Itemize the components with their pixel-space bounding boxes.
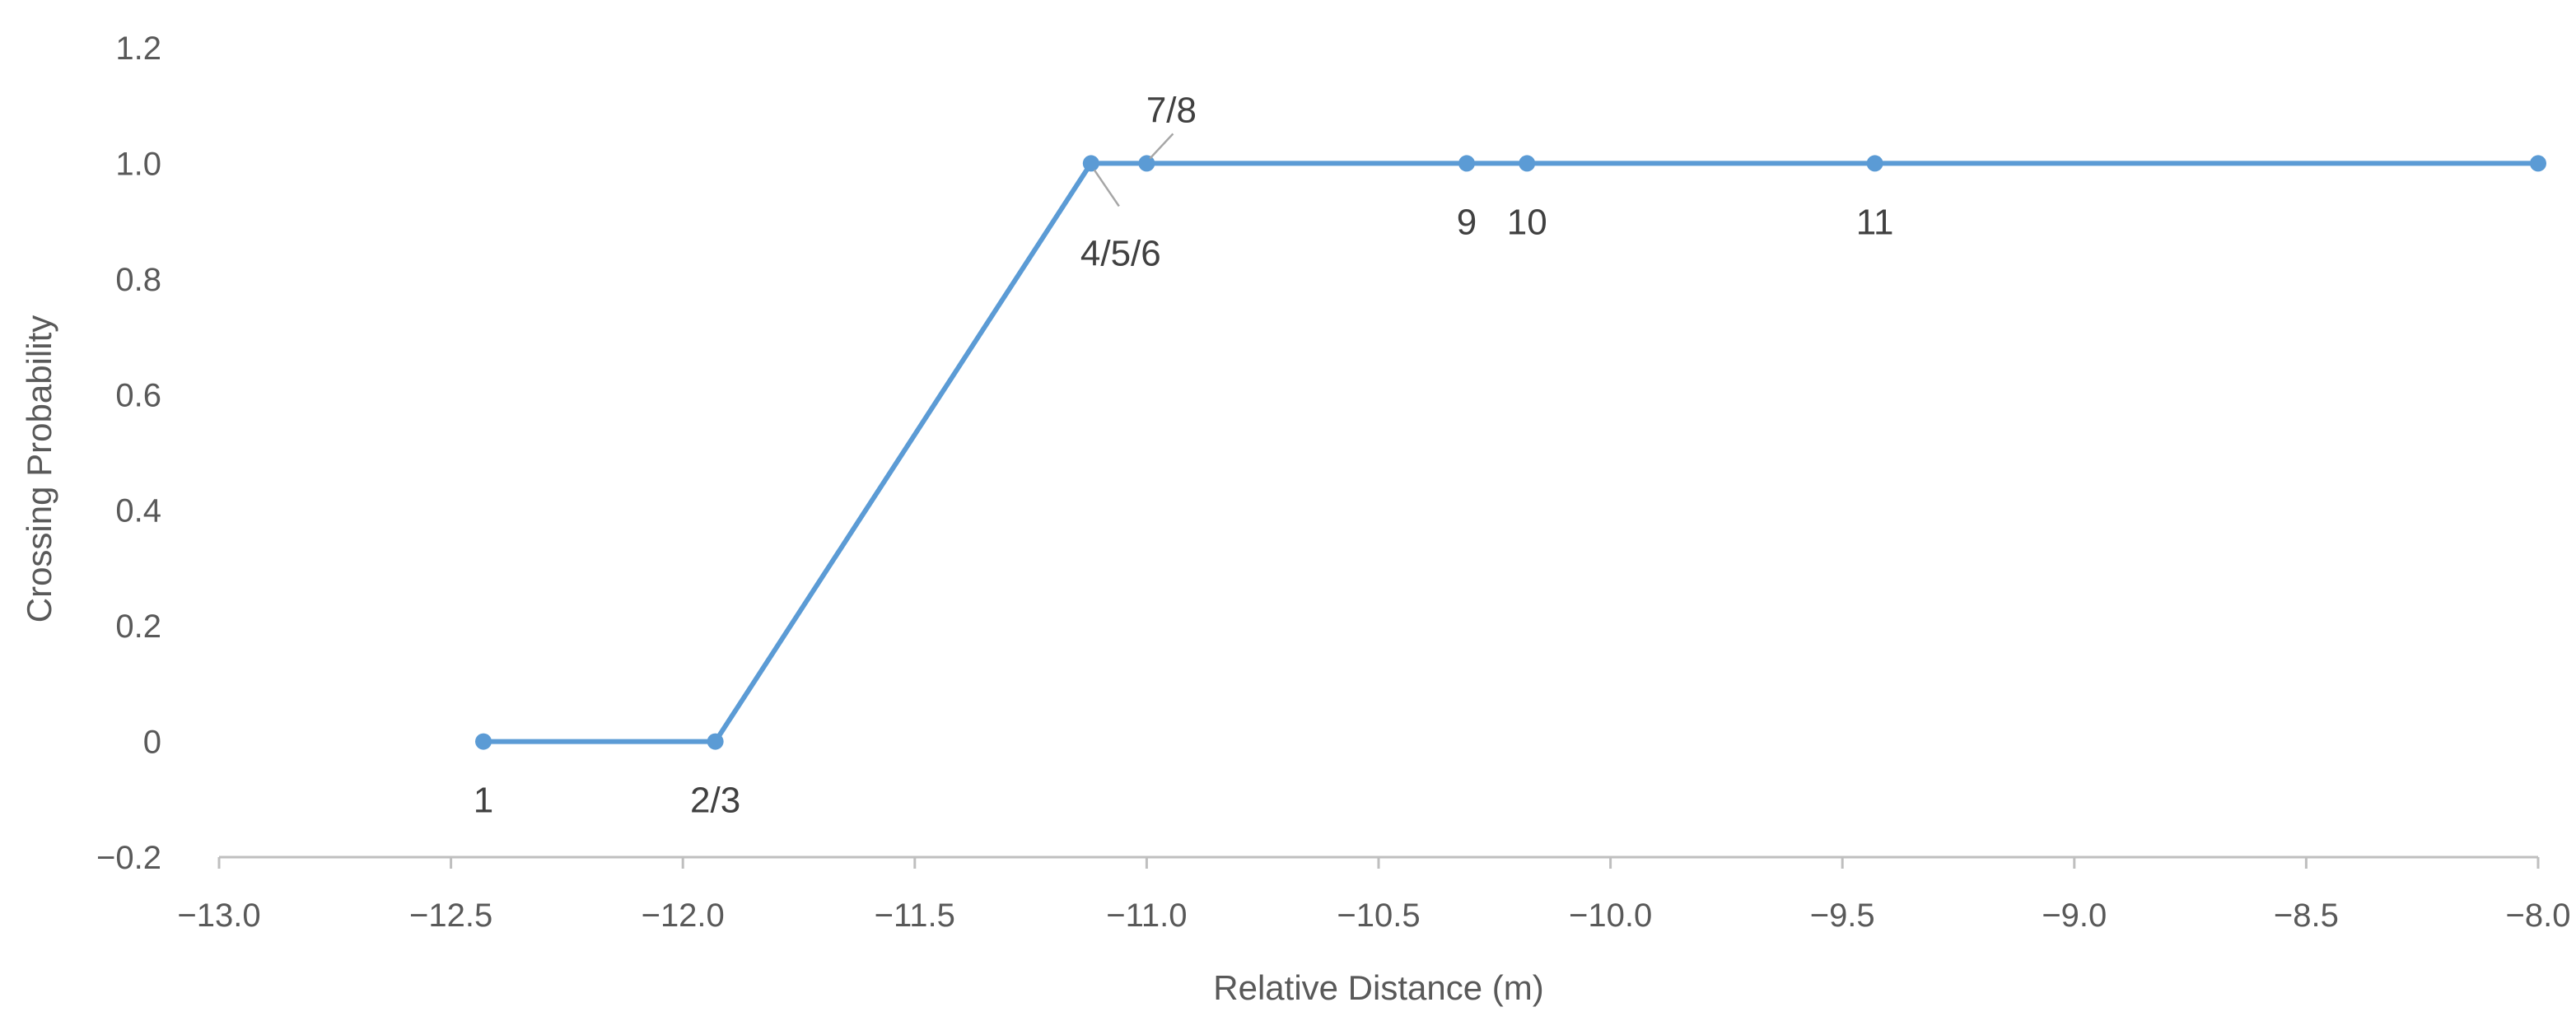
x-tick-label: −12.0: [642, 897, 725, 934]
y-tick-label: 0.8: [115, 262, 161, 298]
y-axis-title: Crossing Probability: [20, 315, 58, 623]
data-label: 11: [1856, 202, 1894, 242]
y-tick-label: 0.4: [115, 493, 161, 529]
y-tick-label: −0.2: [96, 840, 161, 876]
data-point: [1458, 155, 1476, 172]
series-layer: [475, 155, 2546, 750]
data-label: 2/3: [690, 781, 740, 821]
x-tick-label: −12.5: [409, 897, 492, 934]
x-tick-label: −10.5: [1337, 897, 1420, 934]
y-axis-ticks: −0.2 0 0.2 0.4 0.6 0.8 1.0 1.2: [96, 30, 161, 876]
data-point: [2530, 155, 2546, 172]
x-tick-label: −11.0: [1106, 897, 1187, 934]
data-label: 7/8: [1146, 90, 1197, 130]
series-line: [483, 161, 2538, 744]
y-tick-label: 0.2: [115, 608, 161, 645]
y-tick-label: 0.6: [115, 377, 161, 413]
data-point: [1082, 155, 1099, 172]
x-tick-label: −9.0: [2042, 897, 2107, 934]
x-tick-label: −10.0: [1569, 897, 1652, 934]
x-tick-label: −13.0: [177, 897, 260, 934]
data-point: [1519, 155, 1536, 172]
x-tick-label: −8.0: [2506, 897, 2571, 934]
data-point: [1866, 155, 1883, 172]
x-tick-label: −8.5: [2274, 897, 2339, 934]
y-tick-label: 0: [143, 725, 161, 761]
data-labels: 1 2/3 4/5/6 7/8 9 10 11: [474, 90, 1894, 820]
leader-line: [1149, 133, 1174, 160]
data-point: [707, 733, 724, 750]
data-point: [475, 733, 492, 750]
data-label: 10: [1507, 202, 1547, 242]
data-label: 1: [474, 781, 493, 821]
x-tick-label: −11.5: [875, 897, 955, 934]
x-axis-ticks: −13.0 −12.5 −12.0 −11.5 −11.0 −10.5 −10.0 −9.5 −…: [177, 857, 2570, 934]
x-tick-label: −9.5: [1810, 897, 1875, 934]
data-point: [1138, 155, 1155, 172]
y-tick-label: 1.0: [115, 146, 161, 182]
data-label: 9: [1457, 202, 1477, 242]
data-label: 4/5/6: [1080, 233, 1161, 273]
y-tick-label: 1.2: [115, 30, 161, 67]
x-axis-title: Relative Distance (m): [1213, 968, 1543, 1007]
leader-line: [1093, 169, 1120, 207]
